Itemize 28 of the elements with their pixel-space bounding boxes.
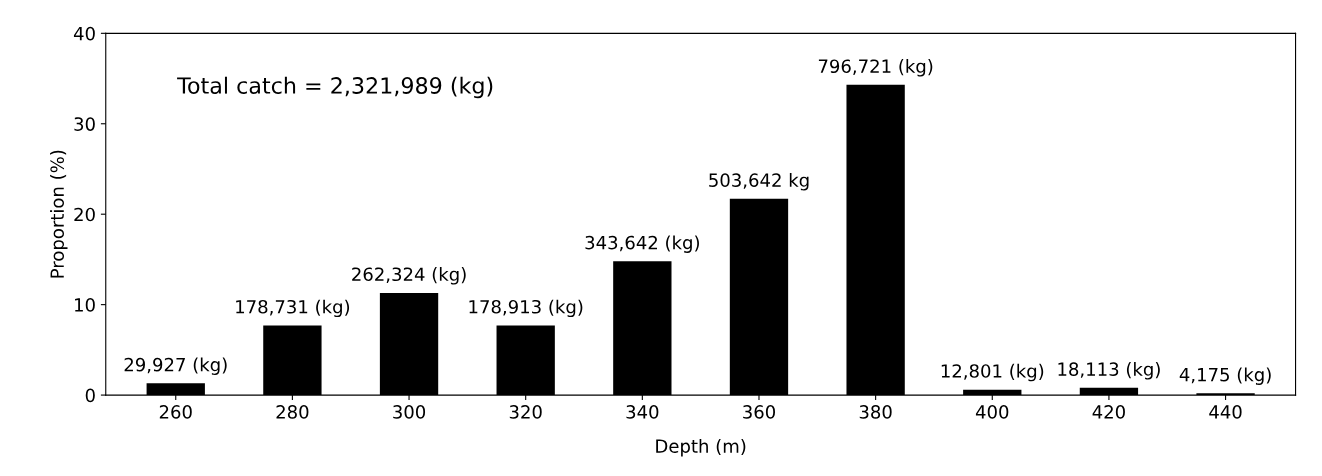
annotation: 29,927 (kg) — [124, 357, 227, 375]
x-tick-label: 440 — [1209, 405, 1242, 419]
y-tick-label: 10 — [75, 298, 95, 312]
x-tick-label: 320 — [509, 405, 542, 419]
annotation: 343,642 (kg) — [585, 235, 699, 253]
x-tick-label: 420 — [1092, 405, 1125, 419]
x-tick-label: 280 — [276, 405, 309, 419]
x-tick-label: 380 — [859, 405, 892, 419]
x-tick-label: 400 — [975, 405, 1009, 419]
annotation: 178,731 (kg) — [236, 299, 350, 318]
annotation: Total catch = 2,321,989 (kg) — [177, 76, 493, 99]
annotation: 4,175 (kg) — [1179, 367, 1271, 385]
y-tick-label: 40 — [73, 26, 95, 41]
x-tick-label: 360 — [743, 405, 776, 419]
annotation: 796,721 (kg) — [818, 59, 933, 77]
x-tick-label: 300 — [393, 405, 426, 419]
y-axis-title: Proportion (%) — [50, 150, 68, 278]
x-axis-title: Depth (m) — [656, 438, 746, 457]
x-tick-label: 260 — [159, 405, 192, 419]
y-tick-label: 30 — [74, 117, 95, 131]
annotation: 12,801 (kg) — [941, 363, 1044, 382]
x-tick-label: 340 — [626, 405, 659, 419]
annotation: 18,113 (kg) — [1058, 362, 1160, 380]
annotation: 178,913 (kg) — [469, 299, 583, 318]
y-tick-label: 0 — [85, 388, 95, 403]
annotation: 503,642 kg — [709, 173, 809, 191]
annotation: 262,324 (kg) — [352, 267, 466, 285]
y-tick-label: 20 — [74, 207, 95, 222]
